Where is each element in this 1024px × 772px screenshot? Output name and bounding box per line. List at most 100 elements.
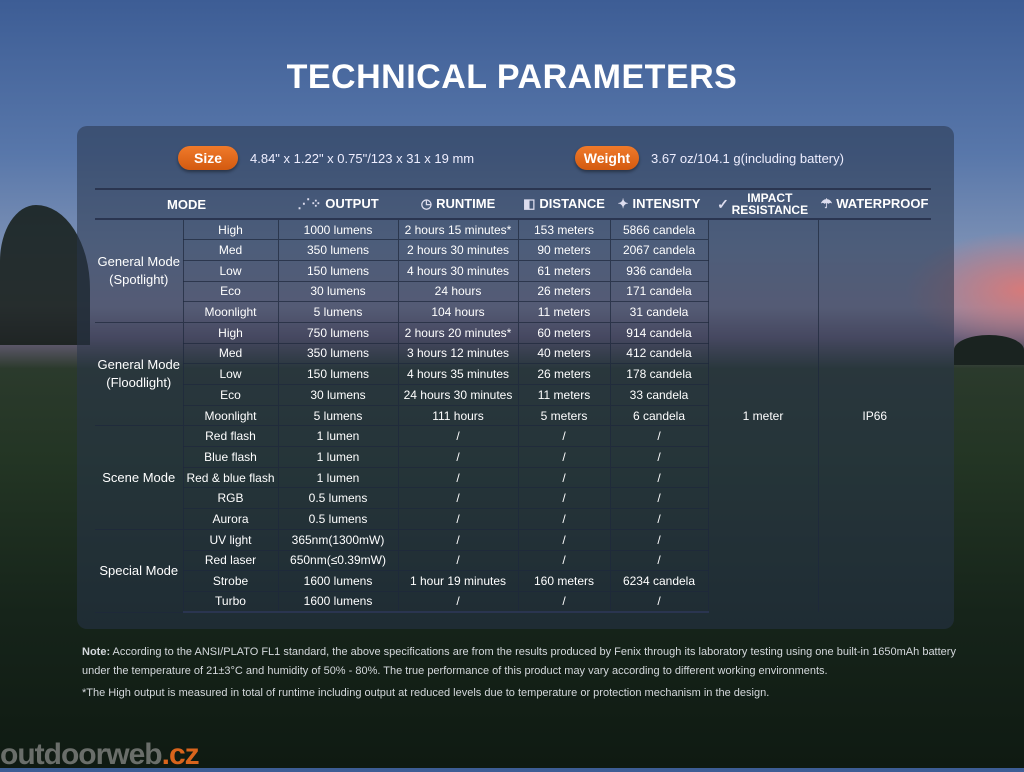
header-waterproof-label: WATERPROOF: [836, 196, 929, 211]
cell-sub-mode: Red laser: [182, 550, 278, 572]
cell-sub-mode: Low: [182, 260, 278, 282]
cell-intensity: 6234 candela: [609, 570, 708, 592]
table-row: Moonlight 5 lumens 111 hours 5 meters 6 cand…: [95, 405, 931, 427]
cell-sub-mode: High: [182, 322, 278, 344]
cell-distance: 11 meters: [517, 384, 610, 406]
table-row: Eco 30 lumens 24 hours 26 meters 171 candela: [95, 281, 931, 303]
table-row: Red laser 650nm(≤0.39mW) / / /: [95, 550, 931, 572]
cell-distance: 26 meters: [517, 281, 610, 303]
cell-runtime: /: [397, 508, 518, 530]
cell-sub-mode: Moonlight: [182, 405, 278, 427]
cell-output: 1600 lumens: [277, 570, 398, 592]
cell-output: 30 lumens: [277, 281, 398, 303]
header-distance: ◧ DISTANCE: [518, 188, 610, 220]
note-label: Note:: [82, 646, 111, 658]
cell-intensity: /: [609, 550, 708, 572]
cell-distance: /: [517, 508, 610, 530]
cell-distance: 60 meters: [517, 322, 610, 344]
cell-intensity: /: [609, 591, 708, 614]
beam-distance-icon: ◧: [523, 196, 536, 211]
cell-runtime: /: [397, 591, 518, 614]
header-impact-label: IMPACT RESISTANCE: [731, 191, 809, 217]
cell-sub-mode: Eco: [182, 384, 278, 406]
cell-runtime: 4 hours 30 minutes: [397, 260, 518, 282]
header-distance-label: DISTANCE: [539, 196, 605, 211]
cell-intensity: /: [609, 529, 708, 551]
cell-output: 150 lumens: [277, 260, 398, 282]
cell-sub-mode: Red & blue flash: [182, 467, 278, 489]
cell-output: 5 lumens: [277, 405, 398, 427]
mode-group: Scene Mode: [95, 425, 183, 530]
spec-table: MODE ⋰⁘ OUTPUT ◷ RUNTIME ◧ DISTANCE ✦ INTENS…: [95, 188, 931, 614]
cell-output: 1 lumen: [277, 467, 398, 489]
note-text: According to the ANSI/PLATO FL1 standard…: [82, 646, 956, 677]
table-row: Red & blue flash 1 lumen / / /: [95, 467, 931, 489]
table-row: General Mode (Floodlight) High 750 lumens 2…: [95, 322, 931, 427]
cell-intensity: 31 candela: [609, 301, 708, 323]
cell-runtime: 4 hours 35 minutes: [397, 363, 518, 385]
cell-distance: 61 meters: [517, 260, 610, 282]
watermark-main: outdoorweb: [0, 738, 163, 771]
cell-runtime: /: [397, 550, 518, 572]
cell-output: 150 lumens: [277, 363, 398, 385]
cell-sub-mode: Moonlight: [182, 301, 278, 323]
cell-distance: /: [517, 591, 610, 614]
table-row: Strobe 1600 lumens 1 hour 19 minutes 160 me…: [95, 570, 931, 592]
cell-sub-mode: Aurora: [182, 508, 278, 530]
cell-output: 0.5 lumens: [277, 508, 398, 530]
table-header: MODE ⋰⁘ OUTPUT ◷ RUNTIME ◧ DISTANCE ✦ INTENS…: [95, 188, 931, 220]
cell-runtime: /: [397, 425, 518, 448]
check-icon: ✓: [717, 196, 729, 212]
cell-distance: /: [517, 446, 610, 468]
cell-runtime: /: [397, 446, 518, 468]
cell-output: 1 lumen: [277, 446, 398, 468]
cell-intensity: /: [609, 446, 708, 468]
cell-intensity: 412 candela: [609, 343, 708, 365]
note: Note: According to the ANSI/PLATO FL1 st…: [82, 643, 972, 681]
weight-badge: Weight: [575, 146, 639, 170]
header-intensity-label: INTENSITY: [632, 196, 701, 211]
header-output: ⋰⁘ OUTPUT: [278, 188, 398, 220]
table-body: General Mode (Spotlight) High 1000 lumens 2…: [95, 219, 931, 614]
header-waterproof: ☂ WATERPROOF: [818, 188, 931, 220]
cell-runtime: /: [397, 487, 518, 510]
cell-distance: /: [517, 425, 610, 448]
mode-group: Special Mode: [95, 529, 183, 613]
cell-output: 1000 lumens: [277, 219, 398, 241]
footnote: *The High output is measured in total of…: [82, 687, 770, 699]
cell-distance: /: [517, 550, 610, 572]
tree-silhouette: [954, 335, 1024, 365]
mode-group: General Mode (Spotlight): [95, 219, 183, 323]
cell-runtime: 104 hours: [397, 301, 518, 323]
cell-sub-mode: High: [182, 219, 278, 241]
header-intensity: ✦ INTENSITY: [610, 188, 708, 220]
cell-output: 350 lumens: [277, 239, 398, 261]
table-row: General Mode (Spotlight) High 1000 lumens 2…: [95, 219, 931, 613]
cell-distance: 160 meters: [517, 570, 610, 592]
cell-intensity: /: [609, 425, 708, 448]
header-output-label: OUTPUT: [325, 196, 379, 211]
cell-intensity: 914 candela: [609, 322, 708, 344]
cell-sub-mode: RGB: [182, 487, 278, 510]
cell-intensity: 5866 candela: [609, 219, 708, 241]
cell-distance: /: [517, 487, 610, 510]
cell-runtime: 111 hours: [397, 405, 518, 427]
table-row: Scene Mode Red flash 1 lumen / / /: [95, 425, 931, 530]
cell-runtime: 24 hours: [397, 281, 518, 303]
table-row: Eco 30 lumens 24 hours 30 minutes 11 meters…: [95, 384, 931, 406]
cell-output: 5 lumens: [277, 301, 398, 323]
table-row: Turbo 1600 lumens / / /: [95, 591, 931, 614]
mode-group: General Mode (Floodlight): [95, 322, 183, 427]
cell-intensity: 33 candela: [609, 384, 708, 406]
cell-sub-mode: Low: [182, 363, 278, 385]
weight-value: 3.67 oz/104.1 g(including battery): [651, 151, 844, 166]
cell-output: 365nm(1300mW): [277, 529, 398, 551]
cell-intensity: 936 candela: [609, 260, 708, 282]
table-row: Moonlight 5 lumens 104 hours 11 meters 31 ca…: [95, 301, 931, 323]
cell-intensity: /: [609, 508, 708, 530]
cell-runtime: 1 hour 19 minutes: [397, 570, 518, 592]
cell-intensity: /: [609, 487, 708, 510]
page-title: TECHNICAL PARAMETERS: [286, 58, 738, 96]
table-row: Blue flash 1 lumen / / /: [95, 446, 931, 468]
cell-sub-mode: Turbo: [182, 591, 278, 614]
